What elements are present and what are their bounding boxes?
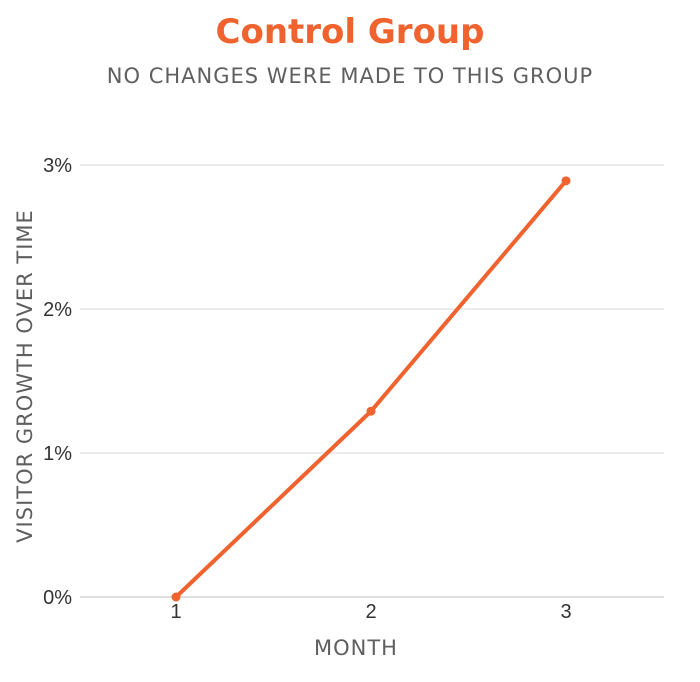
chart-subtitle: NO CHANGES WERE MADE TO THIS GROUP (106, 64, 594, 88)
y-tick-label: 3% (43, 155, 72, 177)
x-axis-label: MONTH (314, 636, 398, 660)
y-tick-label: 2% (43, 299, 72, 321)
x-tick-labels: 1 2 3 (170, 601, 571, 623)
data-point (171, 592, 181, 602)
x-tick-label: 2 (365, 601, 376, 623)
y-tick-label: 0% (43, 587, 72, 609)
y-axis-label: VISITOR GROWTH OVER TIME (13, 209, 37, 543)
chart-title: Control Group (215, 12, 485, 52)
x-tick-label: 3 (560, 601, 571, 623)
y-tick-labels: 0% 1% 2% 3% (43, 155, 72, 609)
y-tick-label: 1% (43, 443, 72, 465)
data-point (366, 406, 376, 416)
data-point (561, 176, 571, 186)
gridlines (80, 164, 664, 598)
x-tick-label: 1 (170, 601, 181, 623)
series-layer (171, 176, 571, 602)
series-line (174, 178, 568, 599)
